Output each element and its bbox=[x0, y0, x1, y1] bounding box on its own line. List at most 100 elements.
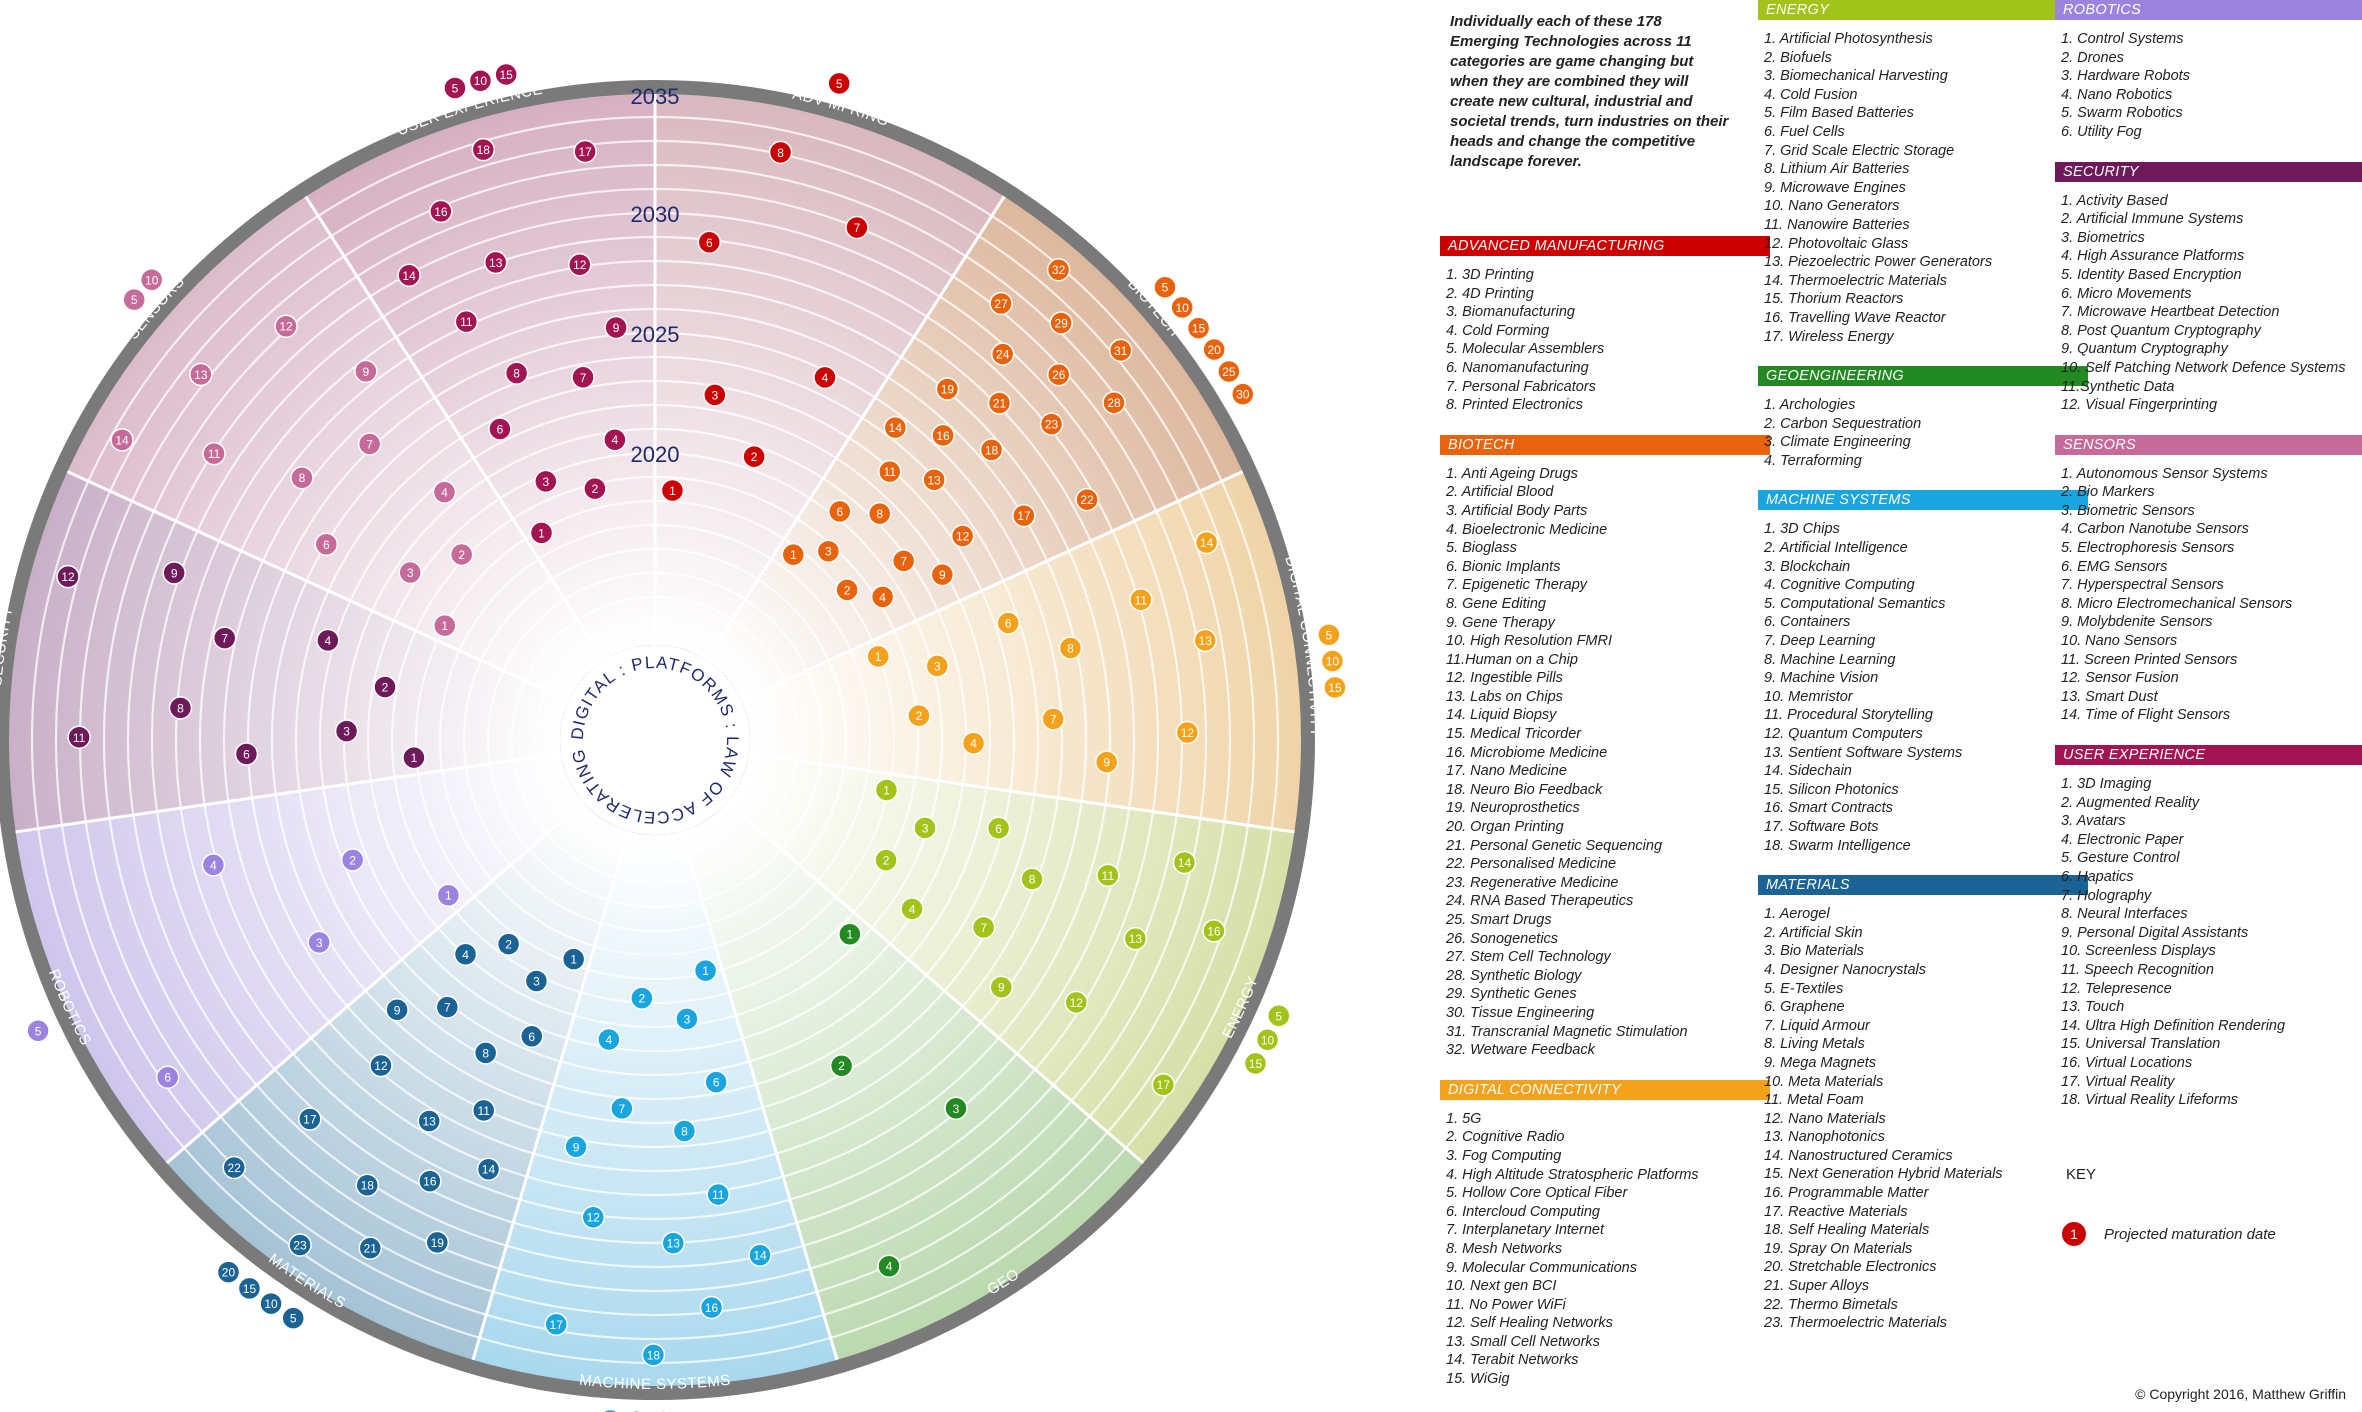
maturation-dot: 12 bbox=[56, 564, 80, 589]
category-item: 5. Hollow Core Optical Fiber bbox=[1446, 1185, 1628, 1202]
category-item: 10. Meta Materials bbox=[1764, 1073, 1884, 1090]
maturation-dot: 9 bbox=[604, 315, 628, 340]
category-item: 3. Biometrics bbox=[2061, 229, 2145, 246]
category-item: 6. Micro Movements bbox=[2061, 285, 2192, 302]
maturation-dot: 4 bbox=[877, 1254, 901, 1278]
category-item: 4. Electronic Paper bbox=[2061, 831, 2184, 848]
svg-text:5: 5 bbox=[452, 81, 459, 95]
category-heading: MATERIALS bbox=[1758, 875, 2088, 896]
svg-text:7: 7 bbox=[366, 437, 373, 451]
category-item: 5. Identity Based Encryption bbox=[2061, 266, 2242, 283]
svg-text:17: 17 bbox=[303, 1113, 317, 1127]
maturation-dot: 8 bbox=[1020, 867, 1044, 891]
category-item: 17. Software Bots bbox=[1764, 818, 1879, 835]
category-item: 5. Electrophoresis Sensors bbox=[2061, 540, 2235, 557]
legend-column-1: ADVANCED MANUFACTURING 1. 3D Printing 2. 4… bbox=[1440, 236, 1770, 1409]
maturation-dot: 19 bbox=[425, 1230, 450, 1255]
category-item: 19. Spray On Materials bbox=[1764, 1240, 1913, 1257]
svg-text:19: 19 bbox=[941, 382, 955, 396]
maturation-dot: 11 bbox=[454, 309, 479, 334]
svg-text:7: 7 bbox=[619, 1102, 626, 1116]
svg-text:15: 15 bbox=[1192, 322, 1206, 336]
svg-text:8: 8 bbox=[482, 1046, 489, 1060]
svg-text:20: 20 bbox=[222, 1266, 236, 1280]
category-item: 30. Tissue Engineering bbox=[1446, 1004, 1595, 1021]
svg-text:7: 7 bbox=[221, 632, 228, 646]
category-item: 9. Personal Digital Assistants bbox=[2061, 924, 2249, 941]
maturation-dot: 3 bbox=[703, 383, 727, 407]
svg-text:8: 8 bbox=[513, 367, 520, 381]
maturation-dot: 19 bbox=[935, 377, 960, 401]
maturation-dot: 2 bbox=[874, 848, 898, 872]
category-item: 9. Gene Therapy bbox=[1446, 614, 1555, 631]
category-heading: DIGITAL CONNECTIVITY bbox=[1440, 1079, 1770, 1100]
maturation-dot: 2 bbox=[496, 932, 521, 956]
svg-text:11: 11 bbox=[73, 731, 86, 745]
category-item: 5. Swarm Robotics bbox=[2061, 105, 2183, 122]
maturation-dot: 4 bbox=[316, 628, 340, 653]
maturation-dot: 13 bbox=[922, 468, 946, 492]
category-item: 1. 3D Printing bbox=[1446, 267, 1534, 283]
svg-text:14: 14 bbox=[402, 269, 416, 283]
category-biotech: BIOTECH 1. Anti Ageing Drugs 2. Artificial… bbox=[1440, 434, 1770, 1060]
svg-text:11: 11 bbox=[884, 465, 897, 479]
maturation-dot: 6 bbox=[519, 1024, 544, 1049]
category-item: 18. Swarm Intelligence bbox=[1764, 837, 1911, 854]
key-sample-dot: 1 bbox=[2062, 1222, 2086, 1246]
svg-text:15: 15 bbox=[243, 1282, 257, 1296]
maturation-dot: 1 bbox=[433, 613, 457, 638]
category-item: 3. Avatars bbox=[2061, 813, 2126, 830]
category-item: 3. Artificial Body Parts bbox=[1446, 502, 1588, 519]
category-item: 5. Gesture Control bbox=[2061, 850, 2180, 867]
maturation-dot: 9 bbox=[162, 561, 186, 585]
category-item: 16. Virtual Locations bbox=[2061, 1054, 2193, 1071]
sector-security bbox=[8, 471, 569, 832]
svg-text:12: 12 bbox=[61, 570, 75, 584]
category-item: 8. Mesh Networks bbox=[1446, 1240, 1563, 1257]
maturation-dot: 6 bbox=[986, 816, 1011, 841]
maturation-dot: 29 bbox=[1049, 311, 1073, 335]
category-item: 11. Nanowire Batteries bbox=[1764, 216, 1910, 233]
svg-text:11: 11 bbox=[460, 315, 473, 329]
category-item: 28. Synthetic Biology bbox=[1446, 967, 1582, 984]
svg-text:16: 16 bbox=[936, 429, 950, 443]
category-item: 5. Bioglass bbox=[1446, 540, 1517, 557]
maturation-dot: 14 bbox=[476, 1157, 501, 1181]
svg-text:12: 12 bbox=[279, 320, 293, 334]
category-item: 3. Hardware Robots bbox=[2061, 68, 2190, 85]
category-item: 12. Photovoltaic Glass bbox=[1764, 235, 1909, 252]
category-item: 23. Thermoelectric Materials bbox=[1764, 1315, 1947, 1332]
category-item: 18. Self Healing Materials bbox=[1764, 1222, 1930, 1239]
category-item: 17. Virtual Reality bbox=[2061, 1073, 2175, 1090]
svg-text:12: 12 bbox=[573, 258, 587, 272]
category-item: 1. Aerogel bbox=[1764, 906, 1830, 923]
category-item: 32. Wetware Feedback bbox=[1446, 1042, 1595, 1059]
category-item: 6. Intercloud Computing bbox=[1446, 1203, 1600, 1220]
maturation-dot: 4 bbox=[453, 942, 478, 967]
svg-text:9: 9 bbox=[573, 1140, 580, 1154]
maturation-dot: 16 bbox=[429, 199, 453, 224]
category-item: 18. Neuro Bio Feedback bbox=[1446, 781, 1603, 798]
svg-text:10: 10 bbox=[1261, 1033, 1275, 1047]
maturation-dot: 3 bbox=[534, 469, 558, 494]
category-item: 13. Labs on Chips bbox=[1446, 688, 1563, 705]
maturation-dot: 8 bbox=[672, 1119, 697, 1143]
category-item: 7. Interplanetary Internet bbox=[1446, 1222, 1604, 1239]
svg-text:14: 14 bbox=[1178, 856, 1192, 870]
maturation-dot: 11 bbox=[1096, 863, 1120, 888]
category-user-experience: USER EXPERIENCE 1. 3D Imaging 2. Augmented… bbox=[2055, 745, 2362, 1110]
key-label: Projected maturation date bbox=[2104, 1225, 2276, 1243]
maturation-dot: 8 bbox=[768, 140, 793, 165]
maturation-dot: 7 bbox=[212, 626, 237, 650]
svg-text:13: 13 bbox=[667, 1237, 681, 1251]
category-item: 13. Sentient Software Systems bbox=[1764, 744, 1963, 761]
maturation-dot: 5 bbox=[122, 287, 146, 312]
maturation-dot: 1 bbox=[874, 778, 899, 802]
svg-text:12: 12 bbox=[587, 1211, 601, 1225]
category-item: 14. Thermoelectric Materials bbox=[1764, 272, 1947, 289]
svg-text:16: 16 bbox=[423, 1175, 437, 1189]
category-item: 2. 4D Printing bbox=[1446, 285, 1534, 302]
maturation-dot: 10 bbox=[1255, 1028, 1280, 1052]
sector-machine-systems bbox=[473, 831, 837, 1387]
category-item: 12. Quantum Computers bbox=[1764, 726, 1923, 742]
